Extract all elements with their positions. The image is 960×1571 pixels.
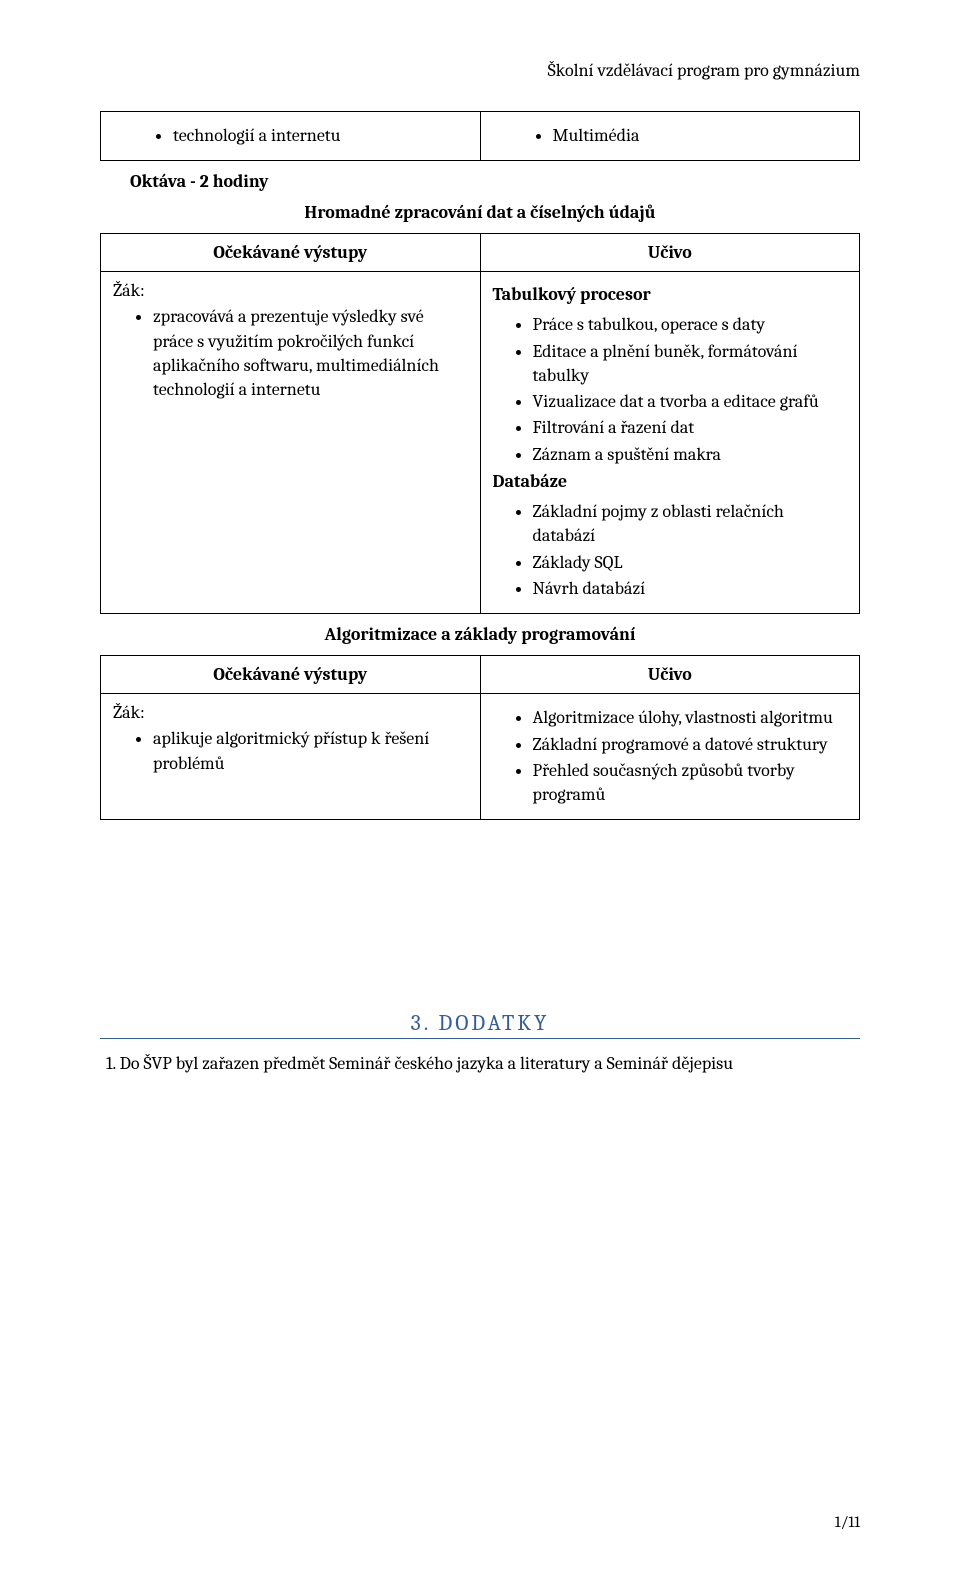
table-algoritmizace: Očekávané výstupy Učivo Žák: aplikuje al… bbox=[100, 655, 860, 820]
cell-left: Žák: aplikuje algoritmický přístup k řeš… bbox=[101, 694, 481, 820]
col-header-right: Učivo bbox=[480, 234, 860, 272]
list-item: Algoritmizace úlohy, vlastnosti algoritm… bbox=[533, 706, 848, 730]
list-item: technologií a internetu bbox=[173, 124, 468, 148]
dodatky-rule bbox=[100, 1038, 860, 1039]
table-row: Žák: zpracovává a prezentuje výsledky sv… bbox=[101, 272, 860, 614]
list-item: Multimédia bbox=[553, 124, 848, 148]
table-row: Očekávané výstupy Učivo bbox=[101, 656, 860, 694]
section-subtitle-algoritmizace: Algoritmizace a základy programování bbox=[100, 624, 860, 645]
col-header-right: Učivo bbox=[480, 656, 860, 694]
list-item: Přehled současných způsobů tvorby progra… bbox=[533, 759, 848, 808]
running-header: Školní vzdělávací program pro gymnázium bbox=[100, 60, 860, 81]
inner-heading-databaze: Databáze bbox=[493, 471, 848, 492]
list-item: Filtrování a řazení dat bbox=[533, 416, 848, 440]
list-item: Editace a plnění buněk, formátování tabu… bbox=[533, 340, 848, 389]
section-subtitle-hromadne: Hromadné zpracování dat a číselných údaj… bbox=[100, 202, 860, 223]
list-item: Práce s tabulkou, operace s daty bbox=[533, 313, 848, 337]
table-row: technologií a internetu Multimédia bbox=[101, 112, 860, 161]
list-item: Vizualizace dat a tvorba a editace grafů bbox=[533, 390, 848, 414]
cell-right: Tabulkový procesor Práce s tabulkou, ope… bbox=[480, 272, 860, 614]
table-hromadne: Očekávané výstupy Učivo Žák: zpracovává … bbox=[100, 233, 860, 614]
lead-text: Žák: bbox=[113, 702, 468, 723]
list-item: Základní pojmy z oblasti relačních datab… bbox=[533, 500, 848, 549]
page: Školní vzdělávací program pro gymnázium … bbox=[0, 0, 960, 1571]
table-row: Očekávané výstupy Učivo bbox=[101, 234, 860, 272]
section-title-oktava: Oktáva - 2 hodiny bbox=[130, 171, 860, 192]
list-item: Záznam a spuštění makra bbox=[533, 443, 848, 467]
cell-left: technologií a internetu bbox=[101, 112, 481, 161]
dodatky-block: 3. DODATKY 1. Do ŠVP byl zařazen předmět… bbox=[100, 1010, 860, 1074]
cell-right: Algoritmizace úlohy, vlastnosti algoritm… bbox=[480, 694, 860, 820]
list-item: Návrh databází bbox=[533, 577, 848, 601]
col-header-left: Očekávané výstupy bbox=[101, 234, 481, 272]
cell-left: Žák: zpracovává a prezentuje výsledky sv… bbox=[101, 272, 481, 614]
cell-right: Multimédia bbox=[480, 112, 860, 161]
list-item: zpracovává a prezentuje výsledky své prá… bbox=[153, 305, 468, 402]
dodatky-title: 3. DODATKY bbox=[100, 1010, 860, 1036]
table-row: Žák: aplikuje algoritmický přístup k řeš… bbox=[101, 694, 860, 820]
list-item: Základy SQL bbox=[533, 551, 848, 575]
inner-heading-tabproc: Tabulkový procesor bbox=[493, 284, 848, 305]
page-number: 1/11 bbox=[835, 1513, 860, 1531]
lead-text: Žák: bbox=[113, 280, 468, 301]
col-header-left: Očekávané výstupy bbox=[101, 656, 481, 694]
list-item: aplikuje algoritmický přístup k řešení p… bbox=[153, 727, 468, 776]
list-item: Základní programové a datové struktury bbox=[533, 733, 848, 757]
table-prev-continuation: technologií a internetu Multimédia bbox=[100, 111, 860, 161]
dodatky-text: 1. Do ŠVP byl zařazen předmět Seminář če… bbox=[106, 1053, 860, 1074]
